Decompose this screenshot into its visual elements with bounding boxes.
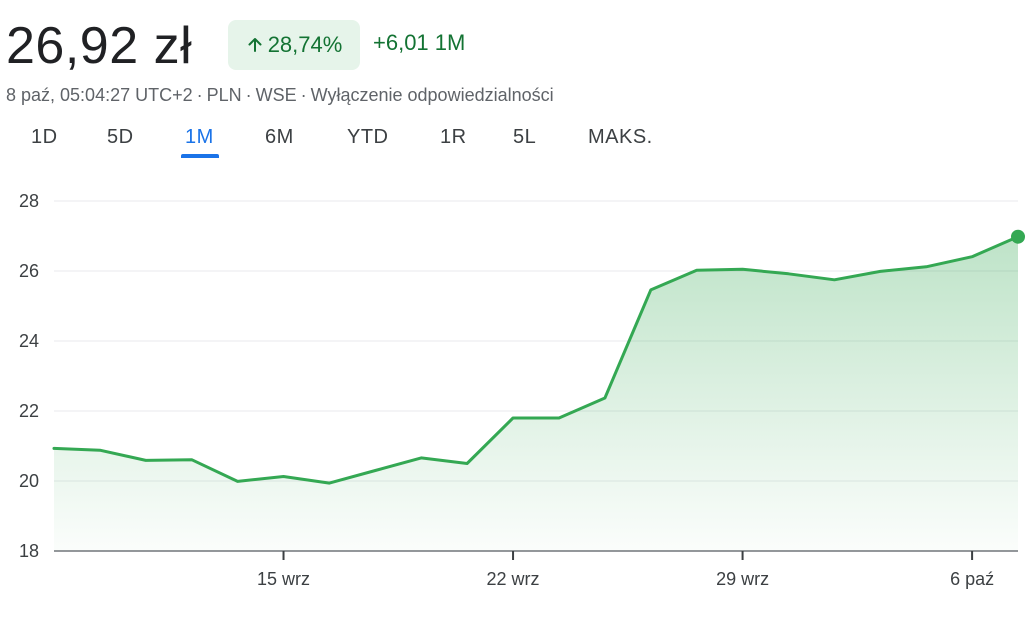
tab-1m[interactable]: 1M (185, 126, 214, 148)
absolute-change: +6,01 1M (373, 30, 466, 55)
tab-maks[interactable]: MAKS. (588, 126, 653, 148)
arrow-up-icon (246, 36, 264, 54)
percent-change-value: 28,74% (267, 32, 343, 57)
y-tick-label: 22 (19, 401, 39, 421)
timestamp: 8 paź, 05:04:27 UTC+2 (6, 85, 193, 105)
price-line (52, 235, 1020, 485)
tab-1r[interactable]: 1R (440, 126, 467, 148)
last-price-marker (1011, 229, 1025, 244)
x-tick-label: 22 wrz (487, 569, 540, 589)
disclaimer-link[interactable]: Wyłączenie odpowiedzialności (310, 85, 554, 105)
y-tick-label: 20 (19, 471, 39, 491)
y-tick-label: 24 (19, 331, 39, 351)
currency: PLN (206, 85, 242, 105)
current-price: 26,92 zł (6, 17, 193, 75)
tab-1d[interactable]: 1D (31, 126, 58, 148)
x-tick-label: 29 wrz (716, 569, 769, 589)
tab-5d[interactable]: 5D (107, 126, 134, 148)
y-tick-label: 28 (19, 191, 39, 211)
percent-change-badge: 28,74% (228, 20, 360, 70)
y-tick-label: 18 (19, 541, 39, 561)
active-tab-indicator (181, 154, 219, 158)
y-tick-label: 26 (19, 261, 39, 281)
x-tick-label: 15 wrz (257, 569, 310, 589)
tab-ytd[interactable]: YTD (347, 126, 389, 148)
x-tick-label: 6 paź (950, 569, 994, 589)
quote-meta: 8 paź, 05:04:27 UTC+2 · PLN · WSE · Wyłączenie… (6, 85, 554, 105)
range-tabs: 1D 5D 1M 6M YTD 1R 5L MAKS. (0, 122, 700, 162)
exchange: WSE (255, 85, 297, 105)
price-chart[interactable]: 18 20 22 24 26 28 15 wrz 22 wrz 29 wrz 6 paź (0, 180, 1032, 600)
price-area (54, 236, 1018, 551)
tab-6m[interactable]: 6M (265, 126, 294, 148)
tab-5l[interactable]: 5L (513, 126, 537, 148)
